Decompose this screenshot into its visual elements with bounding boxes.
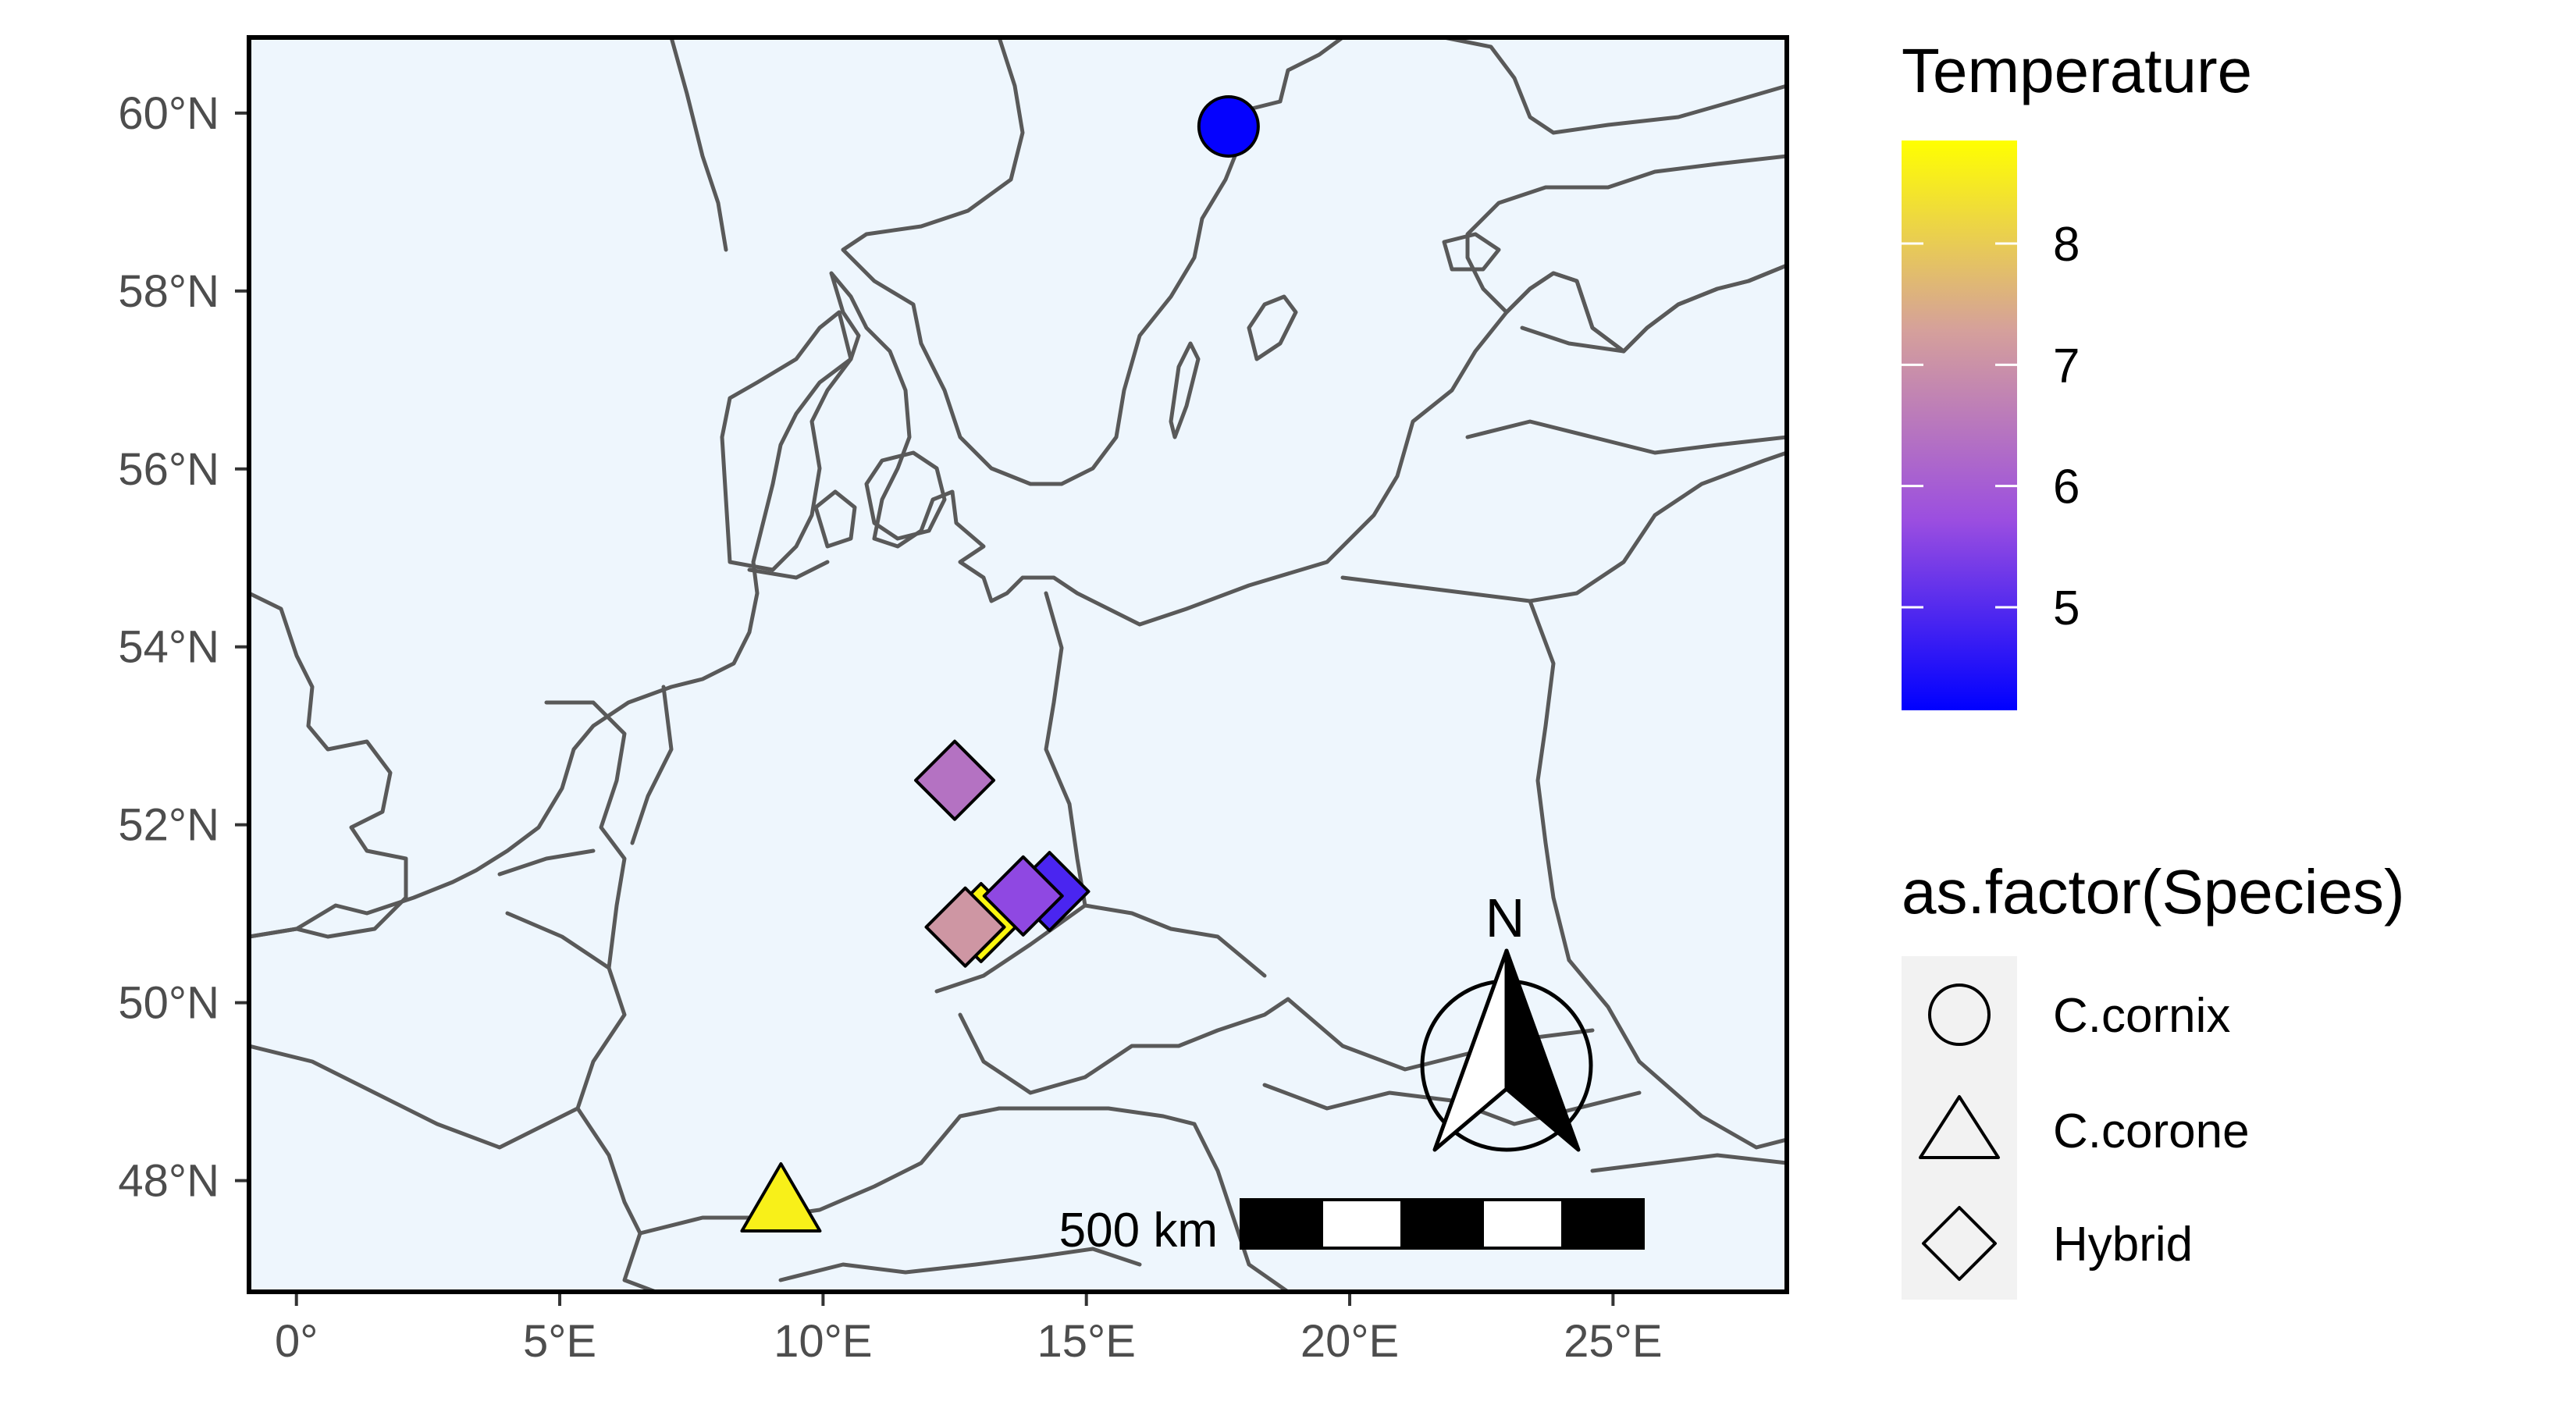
border-de-nl <box>630 685 674 845</box>
land-gotland <box>1247 294 1298 361</box>
color-legend-title: Temperature <box>1902 36 2252 105</box>
shape-legend-item-corone: C.corone <box>1919 1095 2250 1159</box>
x-tick-label: 5°E <box>523 1316 596 1367</box>
border-at-cz <box>997 1106 1197 1126</box>
diamond-icon <box>1922 1206 1997 1281</box>
border-de-pl <box>1044 591 1087 908</box>
map-panel <box>247 35 1789 1294</box>
shape-legend-label: Hybrid <box>2053 1218 2193 1272</box>
border-de-at <box>638 1106 1002 1236</box>
shape-legend-key-background <box>1902 956 2017 1300</box>
color-legend-break-label: 7 <box>2053 339 2080 393</box>
color-legend-break-label: 8 <box>2053 218 2080 272</box>
border-ua <box>1567 958 1787 1150</box>
y-tick-label: 48°N <box>118 1156 219 1207</box>
border-ro <box>1590 1153 1787 1173</box>
x-tick-label: 20°E <box>1300 1316 1399 1367</box>
border-lt-lv <box>1465 419 1787 455</box>
shape-legend-item-hybrid: Hybrid <box>1922 1206 2193 1281</box>
land-baltics <box>1465 154 1787 354</box>
data-points <box>740 94 1260 1233</box>
land-layer <box>249 37 1787 1292</box>
border-pl-east <box>1528 599 1571 962</box>
border-lt-by <box>1528 450 1787 603</box>
circle-icon <box>1928 984 1991 1046</box>
north-arrow-label: N <box>1485 887 1525 948</box>
shape-legend-item-cornix: C.cornix <box>1928 984 2230 1046</box>
border-ch <box>622 1231 658 1292</box>
color-legend-bar <box>1902 140 2017 710</box>
land-oland <box>1169 341 1201 439</box>
triangle-icon <box>1919 1095 2000 1159</box>
border-de-dk <box>747 560 830 580</box>
border-kaliningrad <box>1340 575 1532 603</box>
x-tick-label: 25°E <box>1564 1316 1662 1367</box>
x-tick-label: 15°E <box>1037 1316 1136 1367</box>
border-fr-interior <box>249 1044 580 1150</box>
scale-bar-inner-3 <box>1563 1215 1643 1233</box>
color-legend: Temperature 5 6 7 8 <box>1902 36 2252 710</box>
north-arrow: N <box>1420 887 1593 1152</box>
data-point-c-corone <box>740 1162 822 1233</box>
x-tick-label: 10°E <box>774 1316 872 1367</box>
scale-bar: 500 km <box>1059 1198 1645 1257</box>
shape-legend-label: C.corone <box>2053 1104 2250 1158</box>
y-tick-label: 52°N <box>118 800 219 851</box>
border-at-hu <box>1192 1122 1290 1292</box>
data-point-c-cornix <box>1197 94 1260 158</box>
north-arrow-right-half <box>1504 948 1581 1152</box>
data-point-hybrid <box>924 886 1006 968</box>
scale-bar-inner-1 <box>1241 1215 1322 1233</box>
scale-bar-seg-4 <box>1481 1198 1564 1250</box>
color-legend-break-label: 6 <box>2053 461 2080 514</box>
scale-bar-label: 500 km <box>1059 1204 1218 1257</box>
color-legend-breaks: 5 6 7 8 <box>1902 218 2080 635</box>
land-britain <box>249 591 408 939</box>
data-point-hybrid <box>914 739 996 821</box>
border-benelux <box>505 700 627 970</box>
shape-legend: as.factor(Species) C.cornix C.corone Hyb… <box>1902 857 2405 1300</box>
border-ee-lv <box>1520 325 1626 354</box>
land-scandinavia-north <box>1442 37 1787 135</box>
panel-frame <box>247 35 1789 1294</box>
y-axis: 48°N 50°N 52°N 54°N 56°N 58°N 60°N <box>118 88 247 1207</box>
land-zealand <box>864 450 947 541</box>
shape-legend-label: C.cornix <box>2053 989 2230 1043</box>
border-sk <box>1286 997 1595 1072</box>
x-tick-label: 0° <box>275 1316 318 1367</box>
scale-bar-inner-2 <box>1402 1215 1482 1233</box>
x-axis: 0° 5°E 10°E 15°E 20°E 25°E <box>275 1294 1663 1367</box>
border-de-cz <box>934 903 1267 994</box>
land-jutland <box>720 310 853 572</box>
border-nl-be <box>497 848 596 877</box>
land-funen <box>813 489 857 549</box>
y-tick-label: 56°N <box>118 444 219 495</box>
shape-legend-title: as.factor(Species) <box>1902 857 2405 927</box>
land-saaremaa <box>1442 232 1501 272</box>
y-tick-label: 50°N <box>118 978 219 1029</box>
scale-bar-seg-2 <box>1320 1198 1404 1250</box>
y-tick-label: 60°N <box>118 88 219 139</box>
y-tick-label: 58°N <box>118 266 219 317</box>
color-legend-break-label: 5 <box>2053 582 2080 635</box>
y-tick-label: 54°N <box>118 622 219 673</box>
data-point-hybrid <box>982 855 1064 937</box>
border-at-it <box>778 1247 1142 1282</box>
border-cz-south <box>958 997 1290 1095</box>
border-sweden-norway <box>669 37 728 252</box>
